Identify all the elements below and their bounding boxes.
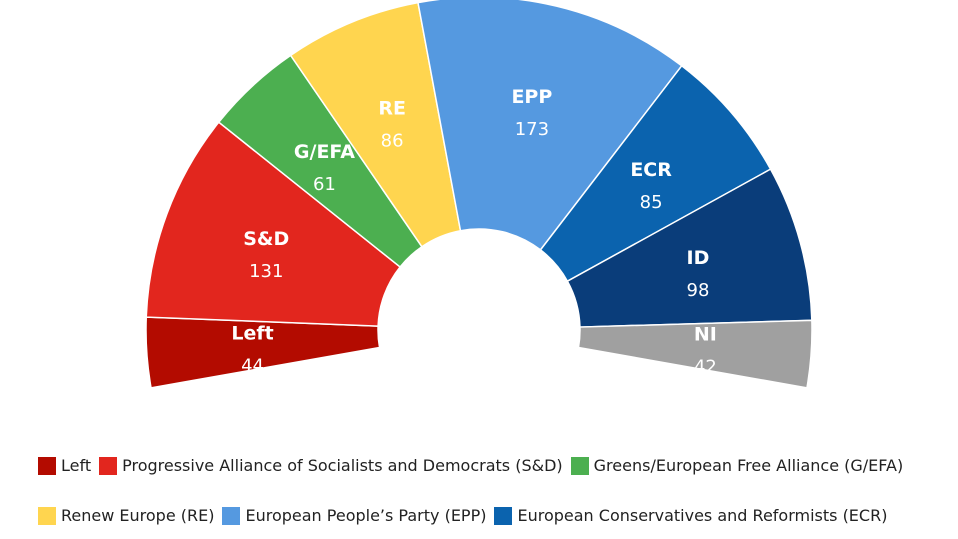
- segment-ecr: [539, 64, 772, 283]
- legend-row-2: Renew Europe (RE) European People’s Party…: [38, 506, 895, 525]
- segment-value: 61: [313, 174, 336, 195]
- segment-label: NI: [694, 323, 717, 345]
- segment-label: ID: [687, 247, 710, 269]
- segment-label: S&D: [243, 228, 289, 250]
- legend-swatch: [38, 456, 56, 475]
- legend-label: European Conservatives and Reformists (E…: [517, 506, 888, 525]
- legend-label: European People’s Party (EPP): [245, 506, 487, 525]
- segment-label: Left: [231, 322, 273, 344]
- legend-label: Left: [61, 456, 92, 475]
- legend-label: Progressive Alliance of Socialists and D…: [122, 456, 563, 475]
- segment-id: [566, 168, 813, 328]
- legend-swatch: [570, 456, 589, 475]
- legend-item: Renew Europe (RE): [38, 506, 214, 525]
- legend-row-1: Left Progressive Alliance of Socialists a…: [38, 456, 911, 475]
- legend-label: Greens/European Free Alliance (G/EFA): [593, 456, 904, 475]
- legend-item: Left: [38, 456, 91, 475]
- segment-value: 98: [687, 280, 710, 301]
- segment-value: 173: [515, 119, 549, 140]
- legend-swatch: [38, 506, 56, 525]
- legend-item: European Conservatives and Reformists (E…: [494, 506, 887, 525]
- legend-item: Greens/European Free Alliance (G/EFA): [570, 456, 904, 475]
- segment-value: 86: [381, 130, 404, 151]
- legend-swatch: [222, 506, 241, 525]
- segment-value: 44: [241, 355, 264, 376]
- segment-label: RE: [378, 97, 406, 119]
- segment-value: 42: [694, 356, 717, 377]
- segment-s-d: [145, 121, 402, 327]
- segment-label: ECR: [630, 159, 672, 181]
- segment-epp: [417, 0, 683, 251]
- segment-label: G/EFA: [294, 141, 355, 163]
- legend-item: European People’s Party (EPP): [222, 506, 486, 525]
- segment-label: EPP: [511, 86, 552, 108]
- segment-value: 131: [249, 261, 283, 282]
- legend-item: Progressive Alliance of Socialists and D…: [99, 456, 563, 475]
- segment-value: 85: [640, 192, 663, 213]
- legend-swatch: [494, 506, 513, 525]
- segment-ni: [577, 319, 813, 389]
- legend-label: Renew Europe (RE): [61, 506, 215, 525]
- legend-swatch: [99, 456, 118, 475]
